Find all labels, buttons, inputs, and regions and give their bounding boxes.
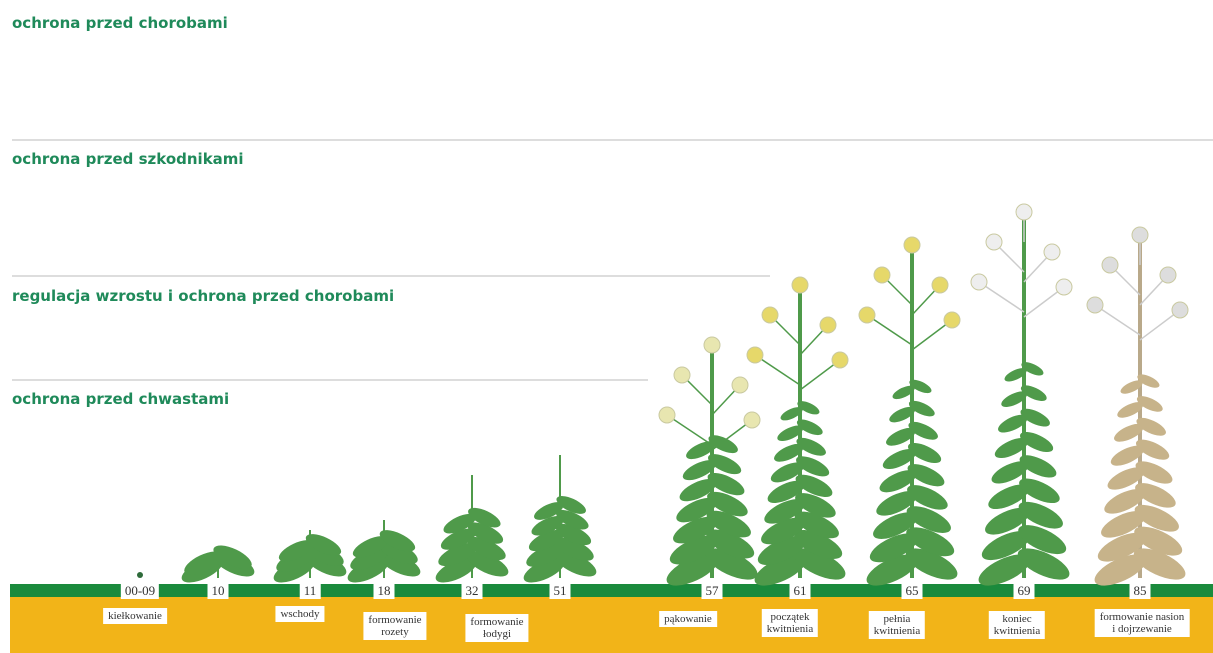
plant-part: [1016, 204, 1032, 220]
stage-label-line: łodygi: [470, 628, 523, 640]
stage-label: pąkowanie: [659, 611, 717, 627]
stage-code: 32: [462, 582, 483, 599]
plant-part: [747, 347, 763, 363]
stage-code: 18: [374, 582, 395, 599]
stage-label: początekkwitnienia: [762, 609, 818, 637]
plant-part: [1102, 257, 1118, 273]
stage-code: 65: [902, 582, 923, 599]
stage-code: 00-09: [121, 582, 159, 599]
plant-part: [1132, 227, 1148, 243]
section-label: ochrona przed chwastami: [12, 390, 229, 408]
plant-part: [971, 274, 987, 290]
stage-code: 51: [550, 582, 571, 599]
stage-label-line: rozety: [368, 626, 421, 638]
stage-label: konieckwitnienia: [989, 611, 1045, 639]
section-label: ochrona przed chorobami: [12, 14, 228, 32]
stage-code: 11: [300, 582, 321, 599]
plant-part: [944, 312, 960, 328]
stage-label-line: kwitnienia: [994, 625, 1040, 637]
stage-label-line: pełnia: [874, 613, 920, 625]
stage-label-line: wschody: [280, 608, 319, 620]
stage-code: 57: [702, 582, 723, 599]
stage-label: pełniakwitnienia: [869, 611, 925, 639]
plant-part: [137, 572, 143, 578]
plant-part: [704, 337, 720, 353]
section-label: ochrona przed szkodnikami: [12, 150, 244, 168]
plants: [137, 204, 1190, 592]
plant-part: [986, 234, 1002, 250]
stage-label-line: formowanie nasion: [1100, 611, 1185, 623]
plant-part: [820, 317, 836, 333]
stage-code: 69: [1014, 582, 1035, 599]
stage-code: 85: [1130, 582, 1151, 599]
stage-label: wschody: [275, 606, 324, 622]
stage-label-line: pąkowanie: [664, 613, 712, 625]
stage-code: 61: [790, 582, 811, 599]
stage-code: 10: [208, 582, 229, 599]
plant-part: [832, 352, 848, 368]
section-label: regulacja wzrostu i ochrona przed chorob…: [12, 287, 394, 305]
plant-part: [1056, 279, 1072, 295]
plant-part: [1172, 302, 1188, 318]
stage-label-line: kwitnienia: [767, 623, 813, 635]
stage-label-line: formowanie: [368, 614, 421, 626]
plant-part: [1160, 267, 1176, 283]
plant-part: [859, 307, 875, 323]
plant-part: [932, 277, 948, 293]
plant-part: [904, 237, 920, 253]
stage-label-line: początek: [767, 611, 813, 623]
drawing: [0, 0, 1213, 653]
plant-part: [762, 307, 778, 323]
plant-part: [674, 367, 690, 383]
stage-label-line: kwitnienia: [874, 625, 920, 637]
plant-part: [1044, 244, 1060, 260]
plant-part: [744, 412, 760, 428]
stage-label-line: formowanie: [470, 616, 523, 628]
plant-part: [874, 267, 890, 283]
stage-label: kiełkowanie: [103, 608, 167, 624]
plant-part: [732, 377, 748, 393]
stage-label-line: i dojrzewanie: [1100, 623, 1185, 635]
plant-part: [659, 407, 675, 423]
diagram: ochrona przed chorobami ochrona przed szk…: [0, 0, 1213, 653]
stage-label-line: kiełkowanie: [108, 610, 162, 622]
plant-part: [1087, 297, 1103, 313]
stage-label-line: koniec: [994, 613, 1040, 625]
plant-part: [792, 277, 808, 293]
